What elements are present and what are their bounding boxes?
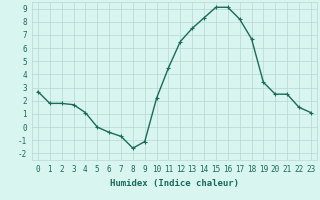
- X-axis label: Humidex (Indice chaleur): Humidex (Indice chaleur): [110, 179, 239, 188]
